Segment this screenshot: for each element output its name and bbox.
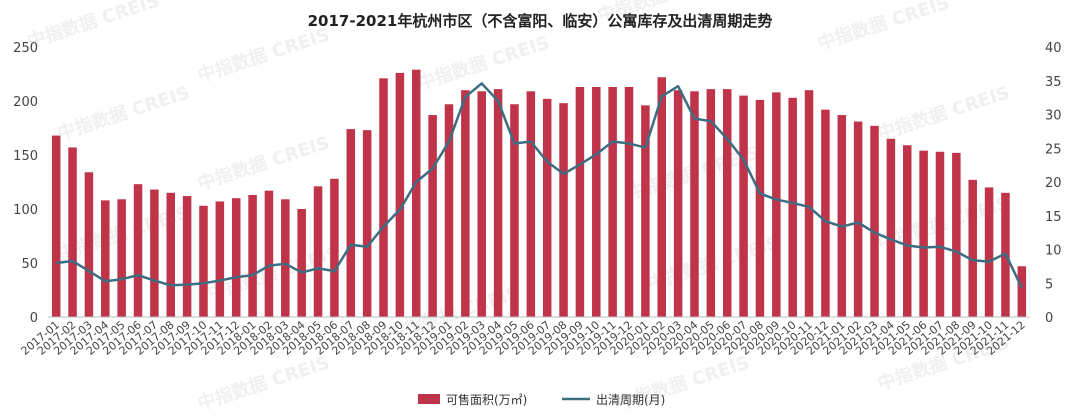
bar <box>821 109 830 317</box>
right-tick-label: 10 <box>1045 244 1062 259</box>
bar <box>493 89 503 318</box>
bar <box>444 104 454 318</box>
left-tick-label: 150 <box>13 149 38 164</box>
legend-bar-swatch <box>418 394 440 404</box>
bar <box>101 200 110 317</box>
right-tick-label: 30 <box>1045 109 1062 124</box>
bar <box>231 198 241 317</box>
bar <box>870 125 879 317</box>
bar <box>1017 266 1027 317</box>
legend-bar-label: 可售面积(万㎡) <box>446 392 527 407</box>
line-path <box>56 82 1023 289</box>
bar <box>755 99 765 317</box>
bar <box>510 104 519 318</box>
right-tick-label: 5 <box>1045 277 1053 292</box>
right-tick-label: 15 <box>1045 210 1062 225</box>
watermark-text: 中指数据 CREIS <box>195 131 332 194</box>
bar <box>248 194 257 317</box>
right-tick-label: 25 <box>1045 142 1062 157</box>
bar <box>166 192 175 317</box>
bar <box>739 95 748 317</box>
right-axis: 0 5 10 15 20 25 30 35 40 <box>1045 41 1062 326</box>
bar <box>575 86 585 318</box>
bar <box>428 115 437 317</box>
left-tick-label: 100 <box>13 203 38 218</box>
left-tick-label: 250 <box>13 41 38 56</box>
bar <box>330 178 339 317</box>
left-axis: 0 50 100 150 200 250 <box>13 41 38 326</box>
bar <box>542 98 552 317</box>
bar <box>395 72 405 317</box>
watermark-text: 中指数据 CREIS <box>25 0 162 53</box>
bar <box>624 86 634 318</box>
bar <box>837 115 847 317</box>
bar <box>935 151 945 317</box>
chart-title: 2017-2021年杭州市区（不含富阳、临安）公寓库存及出清周期走势 <box>308 12 773 30</box>
bar <box>461 90 470 317</box>
bar <box>362 130 372 317</box>
bar <box>641 105 650 317</box>
bar <box>657 77 666 318</box>
bar <box>215 201 225 317</box>
bar <box>722 89 732 318</box>
bar <box>788 97 797 317</box>
bar <box>886 138 896 317</box>
bar <box>264 190 274 317</box>
bar <box>673 90 683 317</box>
bar <box>117 199 126 317</box>
watermark-text: 中指数据 CREIS <box>55 81 192 144</box>
bar <box>313 186 323 317</box>
bar <box>559 103 568 317</box>
bar <box>51 135 61 317</box>
bar <box>199 205 208 317</box>
left-tick-label: 200 <box>13 95 38 110</box>
bar <box>68 147 77 317</box>
bar <box>952 152 961 317</box>
bar <box>379 78 388 317</box>
bar <box>182 196 192 317</box>
legend-line-label: 出清周期(月) <box>596 393 665 407</box>
bar <box>984 187 994 317</box>
bar <box>346 129 356 317</box>
bar-series <box>51 69 1027 318</box>
watermark-text: 中指数据 CREIS <box>195 351 332 414</box>
bar <box>526 91 536 317</box>
right-tick-label: 35 <box>1045 75 1062 90</box>
bar <box>477 91 486 317</box>
bar <box>902 145 912 317</box>
bar <box>853 121 863 318</box>
left-tick-label: 0 <box>30 311 38 326</box>
bar <box>592 86 601 318</box>
line-series <box>56 82 1023 289</box>
bar <box>608 86 617 318</box>
left-tick-label: 50 <box>21 257 38 272</box>
watermark-text: 中指数据 CREIS <box>195 23 332 86</box>
bar <box>804 90 814 317</box>
bar <box>772 92 781 317</box>
bar <box>968 179 977 317</box>
bar <box>84 172 94 317</box>
right-tick-label: 20 <box>1045 176 1062 191</box>
bar <box>919 150 928 317</box>
bar <box>690 91 699 317</box>
watermark-text: 中指数据 CREIS <box>875 81 1012 144</box>
x-axis: 2017-012017-022017-032017-042017-052017-… <box>19 316 1030 358</box>
watermark-text: 中指数据 CREIS <box>815 0 952 55</box>
right-tick-label: 40 <box>1045 41 1062 56</box>
bar <box>150 189 159 317</box>
bar <box>297 209 306 317</box>
bar <box>411 69 421 318</box>
right-tick-label: 0 <box>1045 311 1053 326</box>
bar <box>133 184 143 317</box>
legend: 可售面积(万㎡) 出清周期(月) <box>418 392 665 407</box>
bar <box>706 89 716 318</box>
bar <box>281 199 290 317</box>
